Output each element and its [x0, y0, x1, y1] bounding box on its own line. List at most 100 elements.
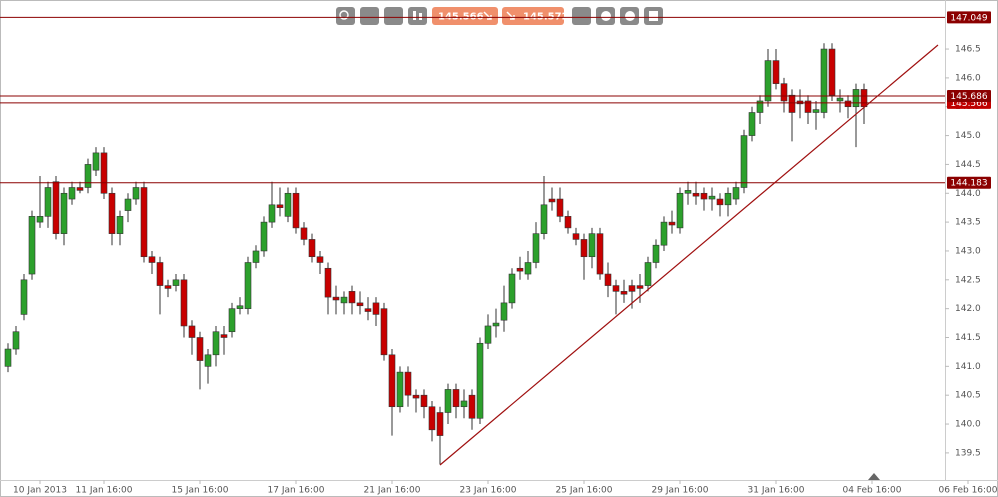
y-tick-label: 142.5 [955, 275, 981, 285]
candle-body [84, 164, 92, 188]
candle-body [340, 296, 348, 304]
candle-body [92, 152, 100, 171]
candle-body [4, 348, 12, 367]
candle-body [796, 100, 804, 105]
level-label: 147.049 [950, 13, 987, 23]
y-tick-label: 146.0 [955, 73, 981, 83]
y-tick-label: 143.0 [955, 246, 981, 256]
x-tick-label: 10 Jan 2013 [13, 486, 67, 496]
y-tick-label: 139.5 [955, 448, 981, 458]
candle-body [300, 227, 308, 240]
zoom-icon [339, 10, 349, 20]
candle-body [484, 325, 492, 344]
candle-body [604, 273, 612, 286]
x-tick-label: 21 Jan 16:00 [364, 486, 421, 496]
candle-body [196, 337, 204, 361]
candle-body [652, 244, 660, 263]
candle-body [700, 192, 708, 200]
candle-button[interactable] [408, 7, 427, 25]
candle-body [668, 221, 676, 226]
x-tick-label: 06 Feb 16:00 [938, 486, 997, 496]
chart-type-button[interactable] [360, 7, 379, 25]
sell-button[interactable] [432, 7, 498, 25]
candle-body [436, 412, 444, 436]
candle-body [492, 322, 500, 327]
candle-body [740, 135, 748, 188]
candle-body [812, 109, 820, 113]
candle-body [620, 291, 628, 295]
candle-body [100, 152, 108, 194]
candle-body [572, 233, 580, 240]
candle-body [428, 406, 436, 431]
y-tick-label: 143.5 [955, 218, 981, 228]
candle-body [260, 221, 268, 252]
candle-body [316, 256, 324, 263]
candle-body [508, 273, 516, 304]
candle-body [684, 190, 692, 194]
y-tick-label: 141.0 [955, 362, 981, 372]
candle-body [188, 325, 196, 338]
candle-body [468, 394, 476, 419]
x-tick-label: 29 Jan 16:00 [652, 486, 709, 496]
candle-body [396, 371, 404, 408]
candle-body [708, 195, 716, 200]
candle-body [716, 198, 724, 206]
candle-body [820, 48, 828, 113]
candle-body [52, 181, 60, 234]
candle-body [564, 216, 572, 229]
candle-body [860, 89, 868, 108]
candle-body [852, 89, 860, 108]
list-button[interactable] [572, 7, 591, 25]
candle-body [532, 233, 540, 263]
x-tick-label: 23 Jan 16:00 [460, 486, 517, 496]
candle-body [636, 285, 644, 289]
icon [601, 11, 611, 21]
level-label-box [947, 176, 991, 189]
candle-body [588, 233, 596, 258]
candle-body [828, 48, 836, 96]
candle-body [20, 279, 28, 315]
candle-body [156, 262, 164, 286]
candle-body [460, 400, 468, 408]
candle-body [444, 389, 452, 413]
candle-body [404, 371, 412, 396]
scroll-marker[interactable] [868, 473, 880, 480]
candle-body [268, 204, 276, 223]
candle-body [68, 187, 76, 200]
zoom-button[interactable] [336, 7, 355, 25]
candle-body [764, 60, 772, 102]
candle-body [148, 256, 156, 263]
x-tick-label: 31 Jan 16:00 [748, 486, 805, 496]
candle-body [676, 192, 684, 229]
y-tick-label: 144.5 [955, 160, 981, 170]
candle-body [124, 198, 132, 211]
candle-body [228, 308, 236, 333]
candle-body [292, 192, 300, 229]
y-tick-label: 140.0 [955, 420, 981, 430]
icon [625, 11, 635, 21]
plot-area [4, 43, 868, 465]
candle-body [788, 94, 796, 113]
candle-body [692, 192, 700, 197]
candle-body [108, 192, 116, 234]
candle-body [356, 302, 364, 307]
candle-body [364, 308, 372, 312]
y-tick-label: 146.5 [955, 45, 981, 55]
candle-body [580, 239, 588, 258]
candle-icon [413, 11, 416, 20]
buy-button[interactable] [502, 7, 564, 25]
candle-body [836, 97, 844, 102]
candle-body [412, 394, 420, 399]
candle-body [748, 112, 756, 136]
candle-body [36, 216, 44, 223]
indicator-button[interactable] [384, 7, 403, 25]
candle-body [644, 262, 652, 286]
level-label: 144.183 [950, 179, 987, 189]
candle-body [180, 279, 188, 327]
y-tick-label: 142.0 [955, 304, 981, 314]
trendline [439, 44, 939, 466]
candle-body [332, 296, 340, 301]
candle-body [420, 394, 428, 408]
candle-body [276, 204, 284, 208]
